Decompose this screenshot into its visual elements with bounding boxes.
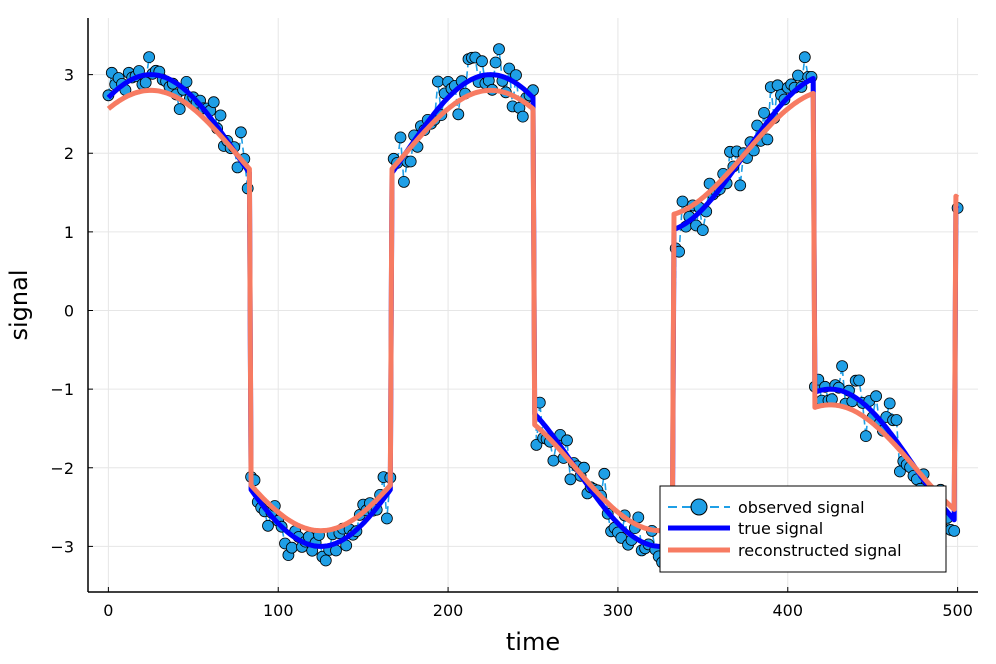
legend-entry-observed: observed signal [668,498,865,517]
observed-point [676,195,689,208]
observed-point [547,454,560,467]
observed-point [561,434,573,447]
observed-point [948,525,961,537]
observed-point [431,75,444,88]
observed-point [285,541,298,554]
observed-point [792,69,804,82]
observed-point [319,554,332,567]
legend-swatch-observed-marker [690,498,708,516]
legend-label-observed: observed signal [738,498,865,517]
x-tick-label: 500 [942,601,973,620]
observed-point [758,107,770,119]
observed-point [564,473,577,486]
reconstructed-signal-line [106,87,960,534]
observed-point [262,519,274,532]
observed-point [798,51,811,64]
x-tick-label: 100 [263,601,294,620]
observed-point [489,56,502,69]
observed-point [890,414,903,426]
y-tick-label: 2 [64,144,74,163]
observed-point [214,109,227,122]
y-tick-label: −3 [50,537,74,556]
y-tick-label: 1 [64,223,74,242]
observed-point [696,224,709,237]
x-tick-label: 200 [433,601,464,620]
observed-point [870,390,882,403]
observed-point [234,126,247,139]
y-tick-label: −2 [50,459,74,478]
observed-point [860,430,872,443]
observed-point [207,96,220,109]
observed-point [493,43,505,55]
ticks: 0 100 200 300 400 500 −3 −2 −1 0 1 2 3 [50,66,972,620]
observed-point [404,155,417,168]
plot-area [102,43,964,569]
observed-point [180,76,193,88]
observed-point [173,103,186,115]
observed-point [143,51,156,63]
observed-point [734,179,747,192]
observed-point [836,360,848,373]
observed-point [883,397,896,410]
x-tick-label: 400 [772,601,803,620]
legend-entry-true: true signal [668,519,823,538]
y-tick-label: 3 [64,66,74,85]
legend-label-true: true signal [738,519,823,538]
observed-point [380,512,393,525]
observed-point [853,374,865,387]
observed-point [761,133,774,146]
legend-label-reconstructed: reconstructed signal [738,541,902,560]
observed-point [397,175,410,188]
y-tick-label: 0 [64,302,74,321]
legend: observed signal true signal reconstructe… [659,485,947,573]
legend-entry-reconstructed: reconstructed signal [668,541,902,560]
observed-point [598,467,611,480]
observed-point [516,110,529,123]
observed-point [476,55,488,68]
x-tick-label: 0 [103,601,113,620]
y-tick-label: −1 [50,380,74,399]
y-axis-title: signal [5,270,33,341]
x-tick-label: 300 [603,601,634,620]
x-axis-title: time [506,628,560,656]
observed-point [452,108,465,121]
observed-point [394,131,407,144]
axes [87,18,978,593]
